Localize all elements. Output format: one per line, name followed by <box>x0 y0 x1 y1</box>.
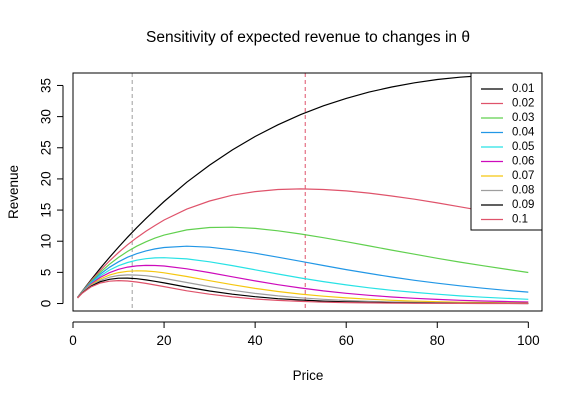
y-tick-label: 30 <box>39 109 54 124</box>
series-line-0-07 <box>77 270 529 304</box>
x-tick-label: 0 <box>69 333 77 348</box>
series-line-0-01 <box>77 73 529 298</box>
x-tick-label: 20 <box>157 333 172 348</box>
axes: 0 20 40 60 80 100 0 5 10 15 20 25 30 35 <box>39 78 540 348</box>
y-tick-label: 0 <box>39 300 54 308</box>
legend-label: 0.02 <box>512 98 534 110</box>
chart-title: Sensitivity of expected revenue to chang… <box>146 29 470 46</box>
y-tick-label: 10 <box>39 234 54 249</box>
series-line-0-03 <box>77 226 529 298</box>
legend-label: 0.08 <box>512 185 534 197</box>
y-tick-label: 35 <box>39 78 54 93</box>
legend-label: 0.06 <box>512 156 534 168</box>
legend-label: 0.1 <box>512 214 528 226</box>
x-tick-label: 40 <box>248 333 263 348</box>
legend-box <box>470 72 543 231</box>
series-line-0-04 <box>77 245 529 298</box>
y-tick-label: 15 <box>39 203 54 218</box>
x-tick-label: 80 <box>430 333 445 348</box>
legend-label: 0.03 <box>512 112 534 124</box>
x-axis-label: Price <box>293 368 324 383</box>
series-line-0-02 <box>77 188 529 298</box>
legend-label: 0.04 <box>512 127 535 139</box>
legend-label: 0.09 <box>512 199 534 211</box>
series-lines <box>77 73 529 305</box>
x-tick-label: 100 <box>517 333 540 348</box>
series-line-0-1 <box>77 279 529 305</box>
y-axis-label: Revenue <box>6 165 21 219</box>
legend-label: 0.01 <box>512 83 534 95</box>
series-line-0-05 <box>77 257 529 300</box>
legend: 0.01 0.02 0.03 0.04 0.05 0.06 0.07 0.08 0.09 0.1 <box>470 72 543 231</box>
legend-label: 0.07 <box>512 170 534 182</box>
series-line-0-06 <box>77 264 529 303</box>
y-tick-label: 20 <box>39 171 54 186</box>
x-tick-label: 60 <box>339 333 354 348</box>
legend-label: 0.05 <box>512 141 534 153</box>
y-tick-label: 5 <box>39 269 54 277</box>
plot-area: 0 20 40 60 80 100 0 5 10 15 20 25 30 35 <box>39 73 540 348</box>
y-tick-label: 25 <box>39 140 54 155</box>
